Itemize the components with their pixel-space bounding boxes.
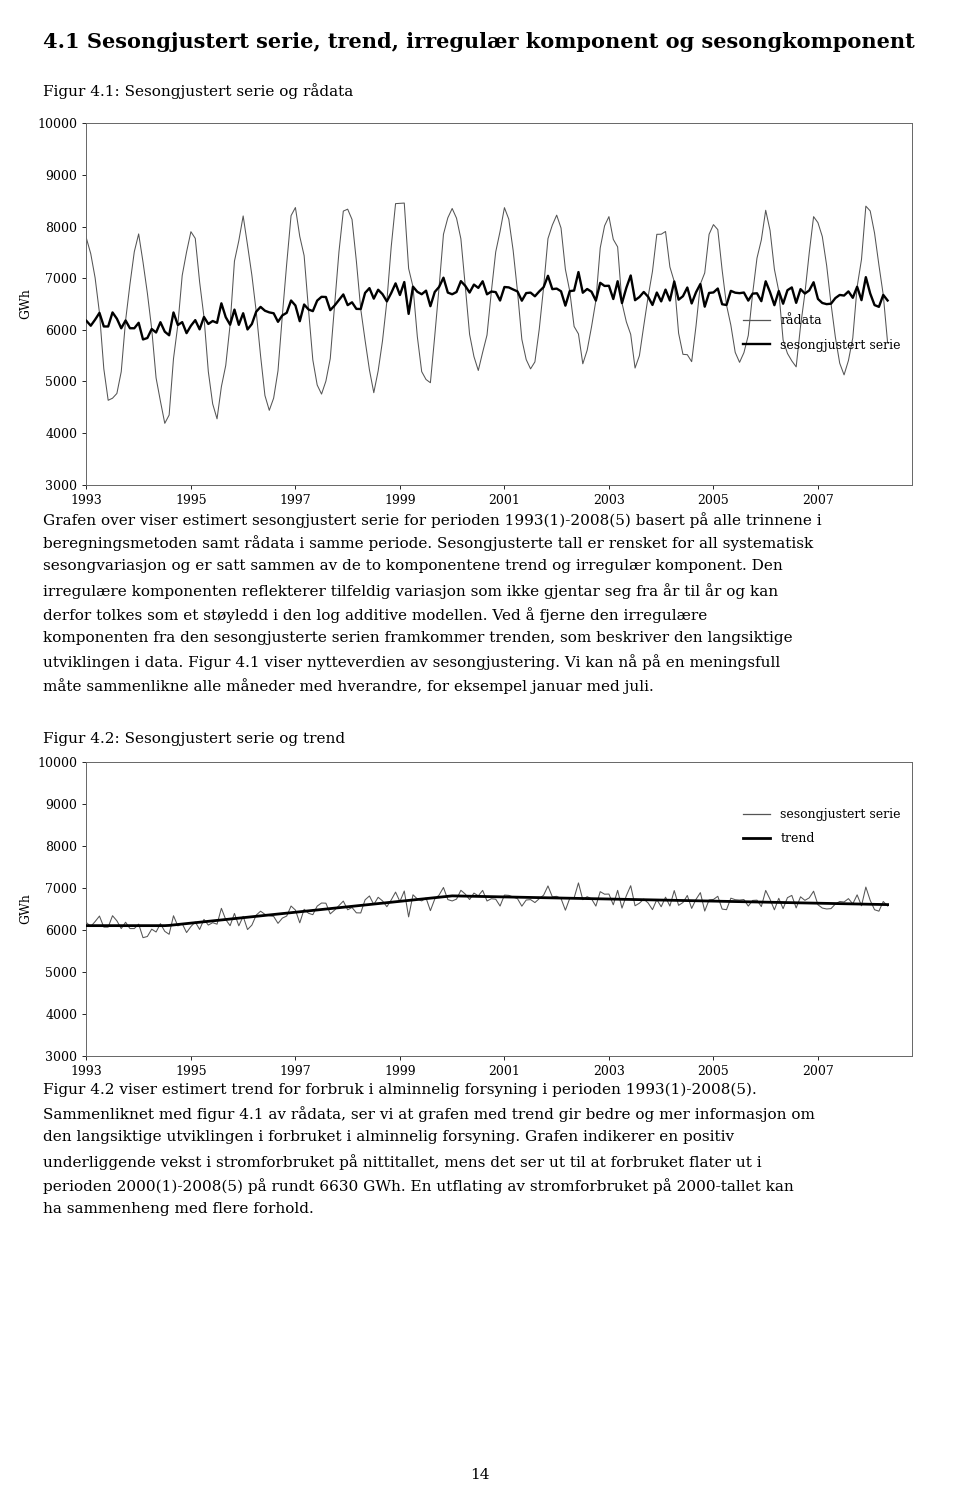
Text: utviklingen i data. Figur 4.1 viser nytteverdien av sesongjustering. Vi kan nå p: utviklingen i data. Figur 4.1 viser nytt… <box>43 655 780 670</box>
Text: komponenten fra den sesongjusterte serien framkommer trenden, som beskriver den : komponenten fra den sesongjusterte serie… <box>43 631 793 644</box>
Text: den langsiktige utviklingen i forbruket i alminnelig forsyning. Grafen indikerer: den langsiktige utviklingen i forbruket … <box>43 1130 734 1144</box>
Text: perioden 2000(1)-2008(5) på rundt 6630 GWh. En utflating av stromforbruket på 20: perioden 2000(1)-2008(5) på rundt 6630 G… <box>43 1178 794 1193</box>
Y-axis label: GWh: GWh <box>19 289 32 319</box>
Text: Figur 4.1: Sesongjustert serie og rådata: Figur 4.1: Sesongjustert serie og rådata <box>43 83 353 99</box>
Text: sesongvariasjon og er satt sammen av de to komponentene trend og irregulær kompo: sesongvariasjon og er satt sammen av de … <box>43 560 783 573</box>
Text: 14: 14 <box>470 1469 490 1482</box>
Text: irregulære komponenten reflekterer tilfeldig variasjon som ikke gjentar seg fra : irregulære komponenten reflekterer tilfe… <box>43 582 779 599</box>
Legend: rådata, sesongjustert serie: rådata, sesongjustert serie <box>737 310 905 357</box>
Text: måte sammenlikne alle måneder med hverandre, for eksempel januar med juli.: måte sammenlikne alle måneder med hveran… <box>43 679 654 694</box>
Text: derfor tolkes som et støyledd i den log additive modellen. Ved å fjerne den irre: derfor tolkes som et støyledd i den log … <box>43 607 708 623</box>
Text: Sammenliknet med figur 4.1 av rådata, ser vi at grafen med trend gir bedre og me: Sammenliknet med figur 4.1 av rådata, se… <box>43 1106 815 1123</box>
Y-axis label: GWh: GWh <box>19 894 32 924</box>
Text: 4.1 Sesongjustert serie, trend, irregulær komponent og sesongkomponent: 4.1 Sesongjustert serie, trend, irregulæ… <box>43 32 915 53</box>
Text: ha sammenheng med flere forhold.: ha sammenheng med flere forhold. <box>43 1201 314 1216</box>
Text: Grafen over viser estimert sesongjustert serie for perioden 1993(1)-2008(5) base: Grafen over viser estimert sesongjustert… <box>43 512 822 528</box>
Text: Figur 4.2 viser estimert trend for forbruk i alminnelig forsyning i perioden 199: Figur 4.2 viser estimert trend for forbr… <box>43 1082 756 1097</box>
Text: beregningsmetoden samt rådata i samme periode. Sesongjusterte tall er rensket fo: beregningsmetoden samt rådata i samme pe… <box>43 536 813 551</box>
Legend: sesongjustert serie, trend: sesongjustert serie, trend <box>737 804 905 850</box>
Text: underliggende vekst i stromforbruket på nittitallet, mens det ser ut til at forb: underliggende vekst i stromforbruket på … <box>43 1154 762 1169</box>
Text: Figur 4.2: Sesongjustert serie og trend: Figur 4.2: Sesongjustert serie og trend <box>43 731 346 746</box>
